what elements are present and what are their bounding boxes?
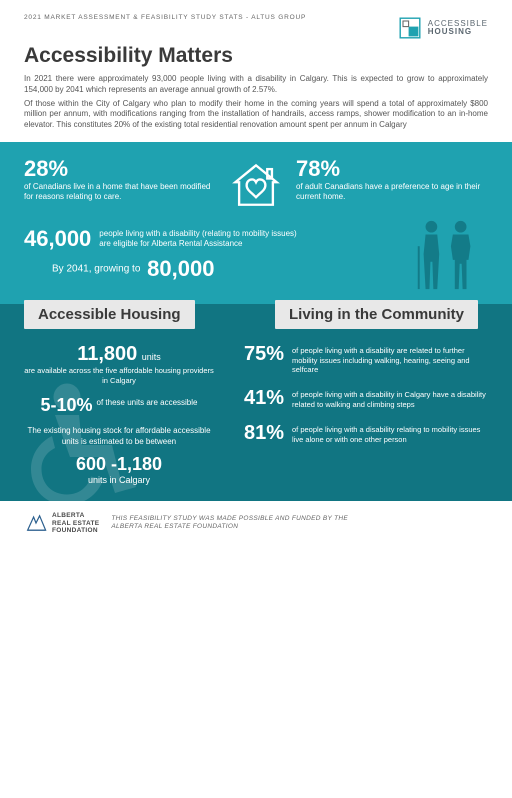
logo: ACCESSIBLE HOUSING: [396, 14, 488, 42]
intro-paragraph-2: Of those within the City of Calgary who …: [24, 99, 488, 131]
badge-row: Accessible Housing Living in the Communi…: [24, 304, 488, 333]
lower-columns: 11,800 units are available across the fi…: [24, 343, 488, 485]
badge-accessible-housing: Accessible Housing: [24, 300, 195, 329]
stat-text: of people living with a disability in Ca…: [292, 387, 488, 410]
stat-text: of people living with a disability relat…: [292, 422, 488, 445]
stat-number: 81%: [238, 422, 284, 445]
stat-78-percent: 78% of adult Canadians have a preference…: [296, 156, 488, 203]
logo-text: ACCESSIBLE HOUSING: [428, 20, 488, 36]
stat-number: 28%: [24, 156, 216, 182]
stat-unit: units in Calgary: [24, 475, 214, 485]
top-stats-row: 28% of Canadians live in a home that hav…: [24, 156, 488, 216]
tagline: 2021 MARKET ASSESSMENT & FEASIBILITY STU…: [24, 14, 306, 21]
intro-paragraph-1: In 2021 there were approximately 93,000 …: [24, 74, 488, 96]
column-living-community: 75% of people living with a disability a…: [238, 343, 488, 485]
stat-number: 600 -1,180: [76, 454, 162, 474]
stat-text: people living with a disability (relatin…: [99, 226, 299, 250]
dark-teal-section: Accessible Housing Living in the Communi…: [0, 304, 512, 501]
stat-number: 5-10%: [41, 395, 93, 416]
stat-41-percent: 41% of people living with a disability i…: [238, 387, 488, 410]
house-heart-icon: [226, 156, 286, 216]
stat-number: 41%: [238, 387, 284, 410]
page-title: Accessibility Matters: [24, 44, 488, 68]
stat-81-percent: 81% of people living with a disability r…: [238, 422, 488, 445]
stat-text: of adult Canadians have a preference to …: [296, 182, 488, 203]
stat-28-percent: 28% of Canadians live in a home that hav…: [24, 156, 216, 203]
stat-prefix: By 2041, growing to: [52, 264, 140, 275]
stat-number: 78%: [296, 156, 488, 182]
logo-line2: HOUSING: [428, 28, 488, 36]
housing-stock-text: The existing housing stock for affordabl…: [24, 426, 214, 448]
column-accessible-housing: 11,800 units are available across the fi…: [24, 343, 214, 485]
stat-unit: units: [142, 352, 161, 362]
accessible-housing-logo-icon: [396, 14, 424, 42]
teal-stats-section: 28% of Canadians live in a home that hav…: [0, 142, 512, 304]
infographic-page: 2021 MARKET ASSESSMENT & FEASIBILITY STU…: [0, 0, 512, 549]
stat-text: of people living with a disability are r…: [292, 343, 488, 375]
stat-number: 46,000: [24, 226, 91, 252]
stat-600-1180: 600 -1,180 units in Calgary: [24, 454, 214, 485]
stat-75-percent: 75% of people living with a disability a…: [238, 343, 488, 375]
stat-number: 75%: [238, 343, 284, 366]
badge-living-community: Living in the Community: [275, 300, 478, 329]
stat-text: of these units are accessible: [97, 395, 198, 408]
stat-5-10-percent: 5-10% of these units are accessible: [24, 395, 214, 416]
stat-text: are available across the five affordable…: [24, 366, 214, 386]
header-section: 2021 MARKET ASSESSMENT & FEASIBILITY STU…: [0, 0, 512, 142]
intro-text: In 2021 there were approximately 93,000 …: [24, 74, 488, 131]
stat-text: of Canadians live in a home that have be…: [24, 182, 216, 203]
stat-number: 11,800: [77, 343, 137, 365]
header-top-row: 2021 MARKET ASSESSMENT & FEASIBILITY STU…: [24, 14, 488, 42]
elderly-couple-icon: [408, 214, 486, 294]
stat-number: 80,000: [147, 256, 214, 281]
stat-11800-units: 11,800 units are available across the fi…: [24, 343, 214, 386]
